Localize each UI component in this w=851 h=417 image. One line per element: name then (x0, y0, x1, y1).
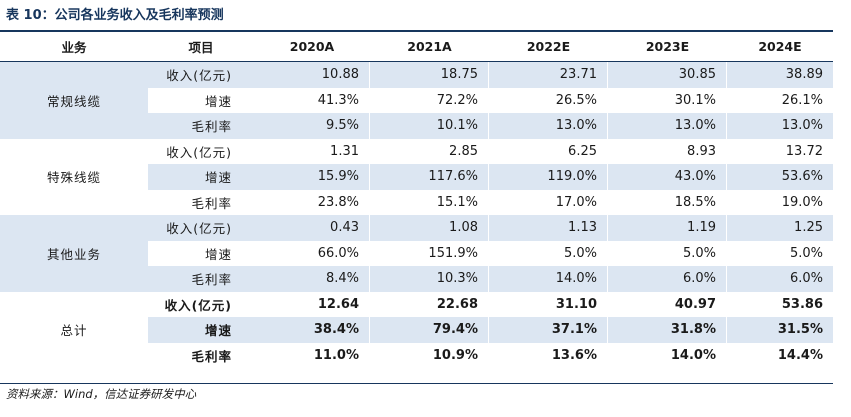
table-cell-value: 26.1% (781, 92, 823, 108)
table-cell-value: 18.5% (608, 189, 727, 215)
table-cell-value: 12.64 (254, 291, 370, 317)
table-cell-value: 23.71 (489, 62, 608, 88)
row-item-label: 毛利率 (148, 266, 254, 292)
row-item-label: 毛利率 (191, 348, 232, 364)
table-cell-value: 38.89 (727, 62, 833, 88)
row-item-label: 增速 (204, 93, 232, 109)
table-cell-value: 31.5% (727, 317, 833, 343)
table-cell-value: 0.43 (254, 215, 370, 241)
table-cell-value: 1.19 (608, 215, 727, 241)
header-year: 2020A (254, 32, 370, 62)
table-cell-value: 10.88 (254, 62, 370, 88)
table-cell-value: 13.0% (727, 113, 833, 139)
table-cell-value: 2.85 (370, 138, 489, 164)
row-item-label: 收入(亿元) (166, 144, 232, 160)
table-cell-value: 1.13 (489, 215, 608, 241)
table-cell-value: 6.25 (489, 138, 608, 164)
table-cell-value: 72.2% (370, 87, 489, 113)
row-item-label: 增速 (148, 317, 254, 343)
table-cell-value: 1.31 (254, 138, 370, 164)
table-cell-value: 14.4% (777, 347, 823, 363)
table-cell-value: 31.8% (608, 317, 727, 343)
header-segment: 业务 (0, 32, 148, 62)
table-cell-value: 19.0% (781, 194, 823, 210)
table-title: 表 10：公司各业务收入及毛利率预测 (6, 8, 224, 23)
header-item: 项目 (148, 32, 254, 62)
table-cell-value: 53.6% (727, 164, 833, 190)
table-cell-value: 37.1% (489, 317, 608, 343)
row-item-label: 毛利率 (148, 113, 254, 139)
table-cell-value: 31.10 (489, 291, 608, 317)
table-cell-value: 13.0% (608, 113, 727, 139)
table-cell-value: 5.0% (608, 240, 727, 266)
row-item-label: 收入(亿元) (164, 297, 232, 313)
header-year: 2024E (727, 32, 833, 62)
row-item-label: 毛利率 (191, 195, 232, 211)
forecast-table: 业务 项目 2020A 2021A 2022E 2023E 2024E 常规线缆 收入(亿元) 1… (0, 32, 833, 368)
row-item-label: 增速 (204, 246, 232, 262)
table-cell-value: 14.0% (608, 342, 727, 368)
table-cell-value: 26.5% (489, 87, 608, 113)
table-cell-value: 40.97 (608, 291, 727, 317)
table-cell-value: 43.0% (608, 164, 727, 190)
table-cell-value: 14.0% (489, 266, 608, 292)
table-cell-value: 17.0% (489, 189, 608, 215)
segment-label: 特殊线缆 (46, 170, 101, 186)
table-cell-value: 18.75 (370, 62, 489, 88)
table-cell-value: 9.5% (254, 113, 370, 139)
table-cell-value: 15.1% (370, 189, 489, 215)
segment-label: 常规线缆 (0, 62, 148, 139)
table-cell-value: 66.0% (254, 240, 370, 266)
table-cell-value: 79.4% (370, 317, 489, 343)
source-note: 资料来源：Wind，信达证券研发中心 (6, 387, 197, 401)
table-cell-value: 13.72 (785, 143, 823, 159)
row-item-label: 收入(亿元) (148, 62, 254, 88)
table-cell-value: 15.9% (254, 164, 370, 190)
header-year: 2021A (370, 32, 489, 62)
segment-label: 总计 (60, 323, 88, 339)
table-cell-value: 13.0% (489, 113, 608, 139)
table-cell-value: 5.0% (789, 245, 823, 261)
table-cell-value: 41.3% (254, 87, 370, 113)
header-year: 2023E (608, 32, 727, 62)
table-cell-value: 23.8% (254, 189, 370, 215)
table-cell-value: 10.1% (370, 113, 489, 139)
segment-label: 其他业务 (0, 215, 148, 292)
table-cell-value: 13.6% (489, 342, 608, 368)
table-cell-value: 1.08 (370, 215, 489, 241)
table-cell-value: 117.6% (370, 164, 489, 190)
table-cell-value: 10.9% (370, 342, 489, 368)
table-cell-value: 38.4% (254, 317, 370, 343)
table-cell-value: 8.93 (608, 138, 727, 164)
table-cell-value: 1.25 (727, 215, 833, 241)
table-cell-value: 119.0% (489, 164, 608, 190)
header-year: 2022E (489, 32, 608, 62)
bottom-rule (0, 383, 833, 384)
table-cell-value: 10.3% (370, 266, 489, 292)
table-cell-value: 151.9% (370, 240, 489, 266)
row-item-label: 收入(亿元) (148, 215, 254, 241)
table-cell-value: 53.86 (781, 296, 823, 312)
table-cell-value: 11.0% (254, 342, 370, 368)
table-cell-value: 5.0% (489, 240, 608, 266)
table-cell-value: 30.1% (608, 87, 727, 113)
table-cell-value: 6.0% (727, 266, 833, 292)
table-cell-value: 6.0% (608, 266, 727, 292)
table-cell-value: 30.85 (608, 62, 727, 88)
row-item-label: 增速 (148, 164, 254, 190)
title-rule (0, 30, 833, 32)
table-cell-value: 8.4% (254, 266, 370, 292)
table-cell-value: 22.68 (370, 291, 489, 317)
